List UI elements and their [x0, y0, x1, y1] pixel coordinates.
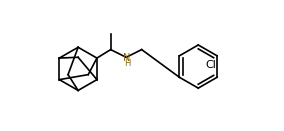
Text: H: H — [124, 59, 130, 68]
Text: Cl: Cl — [205, 60, 216, 70]
Text: N: N — [123, 53, 131, 63]
